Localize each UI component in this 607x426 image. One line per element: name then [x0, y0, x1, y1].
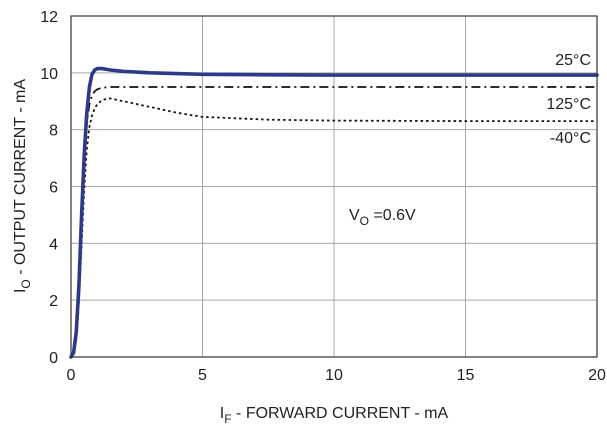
series-layer	[69, 66, 599, 359]
series-line-25c	[69, 66, 599, 359]
x-tick-label: 15	[457, 367, 475, 384]
y-tick-label: 4	[49, 236, 58, 253]
series-line-40c	[70, 97, 597, 358]
y-axis-title: IO - OUTPUT CURRENT - mA	[12, 79, 33, 293]
vo-annotation: VO =0.6V	[349, 207, 416, 228]
vo-annotation-rest: =0.6V	[369, 207, 416, 224]
series-labels: 25°C 125°C -40°C	[546, 52, 591, 147]
x-tick-label: 0	[67, 367, 76, 384]
y-tick-label: 2	[49, 293, 58, 310]
vo-annotation-sub: O	[360, 214, 369, 228]
x-axis-title: IF - FORWARD CURRENT - mA	[220, 405, 449, 426]
y-axis-title-rest: - OUTPUT CURRENT - mA	[12, 79, 29, 280]
x-axis-title-sub: F	[224, 412, 231, 426]
y-axis-title-prefix: I	[12, 289, 29, 293]
x-axis-title-prefix: I	[220, 405, 224, 422]
y-tick-label: 0	[49, 350, 58, 367]
x-axis-title-rest: - FORWARD CURRENT - mA	[232, 405, 449, 422]
series-label: 125°C	[546, 96, 591, 113]
series-label: -40°C	[550, 130, 591, 147]
y-tick-label: 8	[49, 123, 58, 140]
tick-labels: 0 5 10 15 20 0 2 4 6 8 10 12	[40, 9, 606, 384]
x-tick-label: 5	[198, 367, 207, 384]
x-tick-label: 10	[325, 367, 343, 384]
y-tick-label: 10	[40, 66, 58, 83]
vo-annotation-prefix: V	[349, 207, 360, 224]
y-tick-label: 6	[49, 180, 58, 197]
y-tick-label: 12	[40, 9, 58, 26]
y-axis-title-sub: O	[19, 279, 33, 288]
plot-frame	[70, 15, 598, 358]
series-label: 25°C	[555, 52, 591, 69]
x-tick-label: 20	[588, 367, 606, 384]
